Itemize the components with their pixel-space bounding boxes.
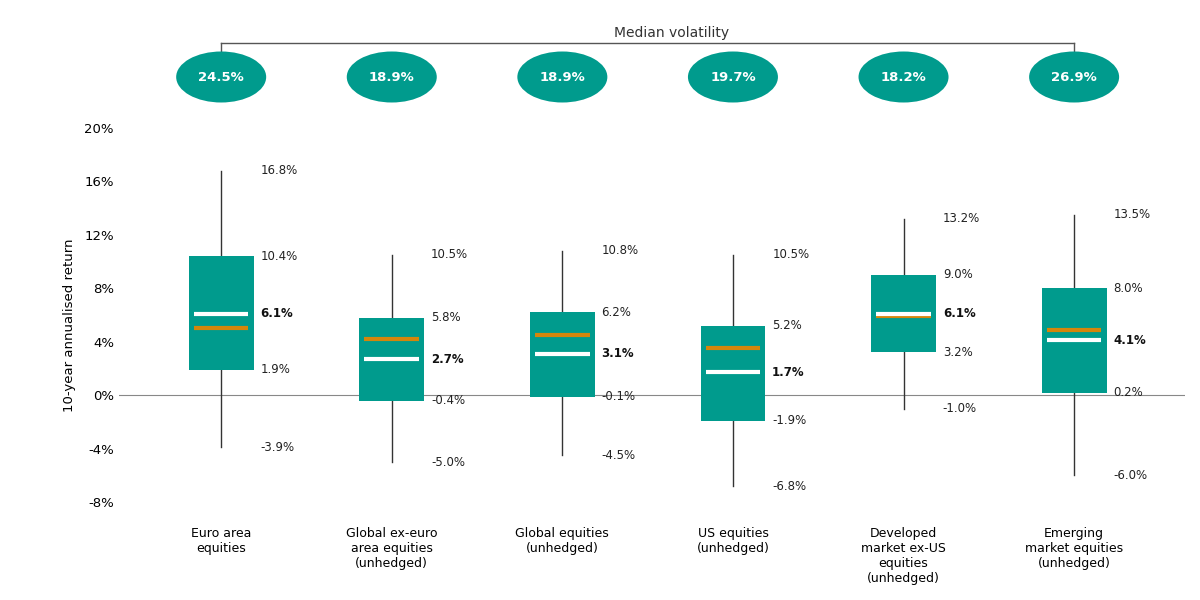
Text: 0.2%: 0.2% [1114, 386, 1144, 399]
Text: 18.9%: 18.9% [540, 71, 586, 83]
Text: -0.1%: -0.1% [601, 390, 636, 403]
Text: 5.2%: 5.2% [772, 319, 802, 332]
Text: 16.8%: 16.8% [260, 164, 298, 177]
Text: -0.4%: -0.4% [431, 394, 466, 407]
Text: -1.9%: -1.9% [772, 414, 806, 427]
Text: 10.5%: 10.5% [772, 248, 809, 262]
Text: 9.0%: 9.0% [943, 268, 972, 281]
Text: 13.2%: 13.2% [943, 212, 980, 226]
Text: -4.5%: -4.5% [601, 449, 636, 462]
Bar [701, 326, 766, 421]
Bar [530, 313, 595, 397]
Text: 3.1%: 3.1% [601, 347, 635, 360]
Text: 3.2%: 3.2% [943, 346, 972, 359]
Text: 10.8%: 10.8% [601, 244, 638, 257]
Text: 10.4%: 10.4% [260, 250, 298, 263]
Text: -3.9%: -3.9% [260, 441, 294, 454]
Bar [188, 256, 253, 370]
Text: 10.5%: 10.5% [431, 248, 468, 262]
Bar [359, 318, 424, 401]
Text: 18.9%: 18.9% [368, 71, 415, 83]
Text: 6.2%: 6.2% [601, 306, 631, 319]
Text: Median volatility: Median volatility [614, 26, 730, 40]
Text: 5.8%: 5.8% [431, 311, 461, 324]
Text: 26.9%: 26.9% [1051, 71, 1097, 83]
Text: -5.0%: -5.0% [431, 455, 464, 469]
Text: 1.7%: 1.7% [772, 366, 805, 379]
Text: 24.5%: 24.5% [198, 71, 244, 83]
Text: 6.1%: 6.1% [260, 307, 293, 320]
Text: 8.0%: 8.0% [1114, 282, 1142, 295]
Text: 4.1%: 4.1% [1114, 334, 1146, 347]
Text: 1.9%: 1.9% [260, 364, 290, 376]
Text: -1.0%: -1.0% [943, 402, 977, 415]
Text: 18.2%: 18.2% [881, 71, 926, 83]
Y-axis label: 10-year annualised return: 10-year annualised return [62, 238, 76, 412]
Text: 19.7%: 19.7% [710, 71, 756, 83]
Bar [1042, 289, 1106, 392]
Text: 6.1%: 6.1% [943, 307, 976, 320]
Text: -6.8%: -6.8% [772, 479, 806, 493]
Text: 2.7%: 2.7% [431, 353, 463, 365]
Bar [871, 275, 936, 352]
Text: -6.0%: -6.0% [1114, 469, 1147, 482]
Text: 13.5%: 13.5% [1114, 208, 1151, 221]
